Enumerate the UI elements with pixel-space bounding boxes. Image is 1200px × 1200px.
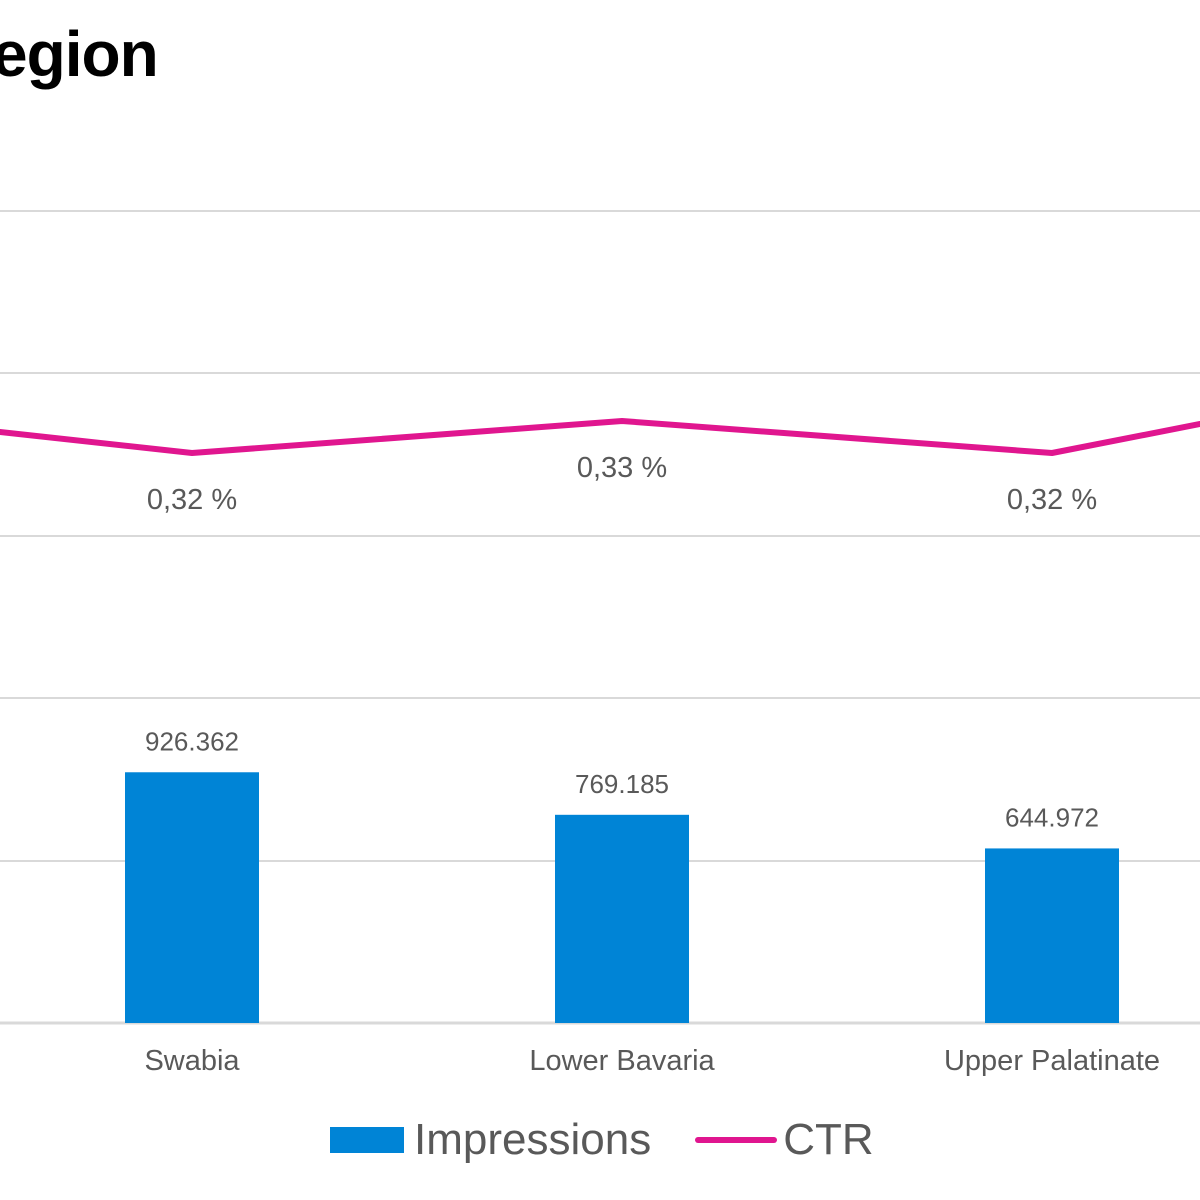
legend-line-swatch xyxy=(695,1137,778,1143)
legend-label-impressions: Impressions xyxy=(414,1115,652,1164)
ctr-data-label: 0,32 % xyxy=(147,484,237,516)
legend-bar-swatch xyxy=(330,1127,404,1153)
legend-label-ctr: CTR xyxy=(783,1115,874,1164)
ctr-data-labels: 0,32 % 0,33 % 0,32 % xyxy=(147,452,1097,516)
ctr-data-label: 0,33 % xyxy=(577,452,667,484)
impressions-bar xyxy=(555,814,689,1023)
impressions-data-labels: 926.362 769.185 644.972 xyxy=(145,726,1099,832)
ctr-data-label: 0,32 % xyxy=(1007,484,1097,516)
ctr-line xyxy=(0,418,1200,456)
impressions-bar xyxy=(985,848,1119,1023)
x-tick-label: Upper Palatinate xyxy=(944,1045,1160,1077)
legend-item-ctr[interactable]: CTR xyxy=(695,1115,874,1165)
chart-title: egion xyxy=(0,18,159,90)
impressions-data-label: 644.972 xyxy=(1005,802,1099,832)
x-tick-label: Lower Bavaria xyxy=(529,1045,715,1077)
impressions-data-label: 769.185 xyxy=(575,769,669,799)
legend-item-impressions[interactable]: Impressions xyxy=(330,1115,651,1165)
impressions-data-label: 926.362 xyxy=(145,726,239,756)
impressions-bar xyxy=(125,772,259,1023)
x-tick-label: Swabia xyxy=(144,1045,240,1077)
impressions-bars xyxy=(125,772,1119,1023)
legend: Impressions CTR xyxy=(330,1112,874,1168)
ctr-line-series xyxy=(0,418,1200,456)
x-axis-tick-labels: Swabia Lower Bavaria Upper Palatinate xyxy=(144,1045,1160,1077)
